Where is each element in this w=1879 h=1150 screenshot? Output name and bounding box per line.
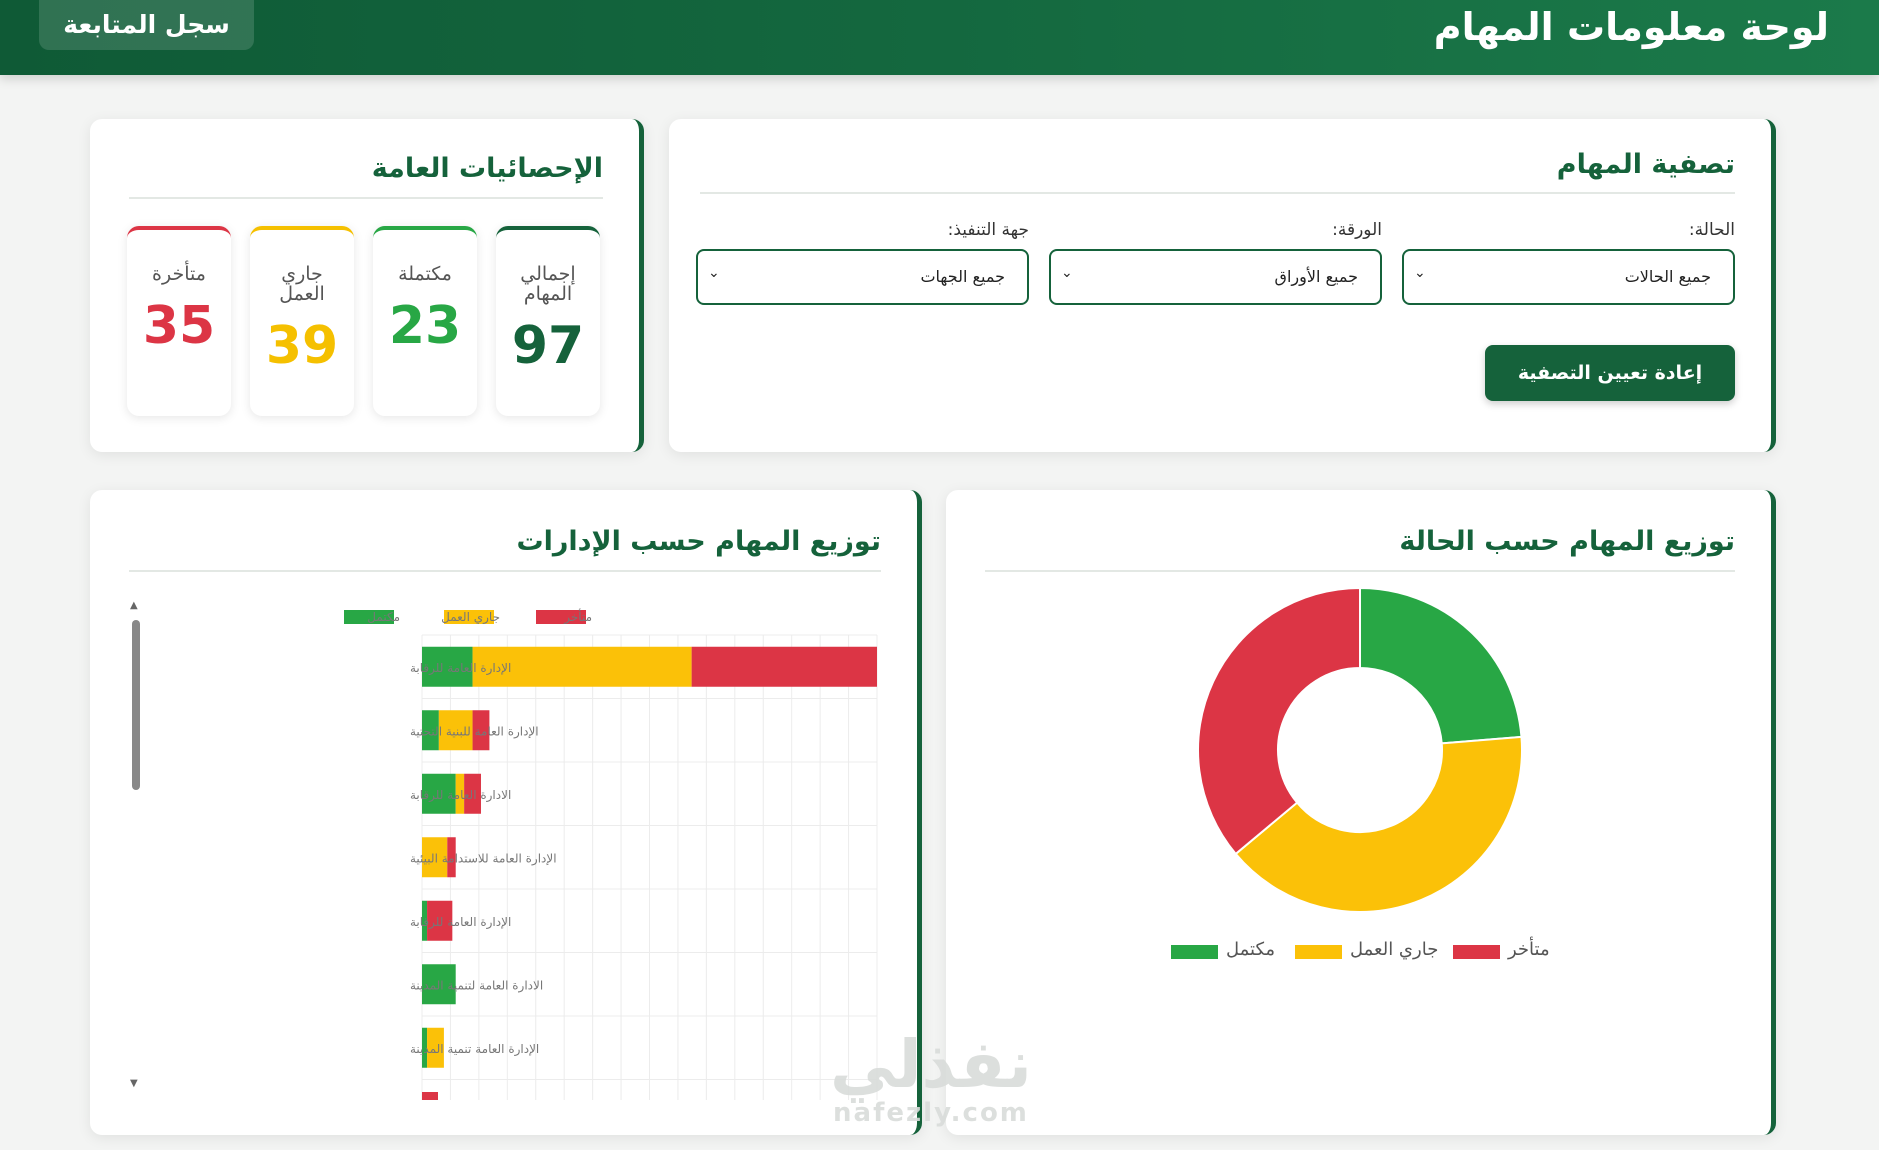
bar-segment <box>422 900 428 941</box>
legend-label: مكتمل <box>367 610 400 624</box>
category-label: الإدارة العامة تنمية المدينة <box>410 1042 539 1057</box>
status-chart-title: توزيع المهام حسب الحالة <box>1399 526 1735 557</box>
page-title: لوحة معلومات المهام <box>1433 5 1829 49</box>
paper-label: الورقة: <box>1332 220 1382 240</box>
category-label: الادارة العامة لتنمية المدينة <box>410 978 543 993</box>
entity-select[interactable]: جميع الجهات ⌄ <box>696 249 1029 305</box>
category-label: الإدارة العامة للبنية التحتية <box>410 724 539 739</box>
stat-late-value: 35 <box>142 296 216 356</box>
legend-swatch <box>344 610 394 624</box>
legend-completed-swatch <box>1171 945 1218 959</box>
bar-segment <box>422 1027 428 1068</box>
status-select-value: جميع الحالات <box>1624 267 1711 286</box>
bar-segment <box>691 646 877 687</box>
category-label: الإدارة العامة للاستدامة البيئية <box>410 851 557 866</box>
bar-segment <box>438 710 473 751</box>
category-label: الإدارة العامة للرقابة <box>410 661 511 676</box>
donut-slice <box>1234 735 1523 913</box>
status-chart-divider <box>985 570 1735 572</box>
dept-chart-divider <box>129 570 881 572</box>
filter-card-title: تصفية المهام <box>1556 149 1735 180</box>
legend-swatch <box>536 610 586 624</box>
category-label: الادارة العامة للرقابة <box>410 788 511 803</box>
bar-segment <box>472 710 490 751</box>
stats-card-title: الإحصائيات العامة <box>371 153 603 184</box>
bar-segment <box>455 773 465 814</box>
stat-total-value: 97 <box>511 316 585 376</box>
bar-segment <box>422 710 439 751</box>
status-label: الحالة: <box>1688 220 1735 240</box>
bar-segment <box>422 646 473 687</box>
paper-select[interactable]: جميع الأوراق ⌄ <box>1049 249 1382 305</box>
scroll-up-arrow[interactable]: ▲ <box>130 600 138 611</box>
stat-in-progress-value: 39 <box>265 316 339 376</box>
category-label: الإدارة العامة للرقابة <box>410 915 511 930</box>
donut-slice <box>1197 586 1361 856</box>
bar-segment <box>447 837 456 878</box>
stat-completed-label: مكتملة <box>398 263 452 285</box>
legend-in-progress-swatch <box>1295 945 1342 959</box>
legend-late-swatch <box>1453 945 1500 959</box>
dept-chart-card: توزيع المهام حسب الإدارات <box>90 490 922 1135</box>
stat-completed-value: 23 <box>388 296 462 356</box>
bar-segment <box>472 646 692 687</box>
donut-slice <box>1359 586 1523 745</box>
bar-segment <box>422 964 456 1005</box>
legend-completed-label: مكتمل <box>1226 939 1276 960</box>
stat-late: متأخرة 35 <box>127 226 231 416</box>
chevron-down-icon: ⌄ <box>708 265 720 281</box>
chart-scrollbar-thumb[interactable] <box>132 620 140 790</box>
chevron-down-icon: ⌄ <box>1061 265 1073 281</box>
legend-swatch <box>444 610 494 624</box>
paper-select-value: جميع الأوراق <box>1274 267 1358 286</box>
bar-segment <box>427 900 453 941</box>
legend-late-label: متأخر <box>1508 939 1550 960</box>
bar-segment <box>422 1092 438 1100</box>
stat-late-label: متأخرة <box>152 263 206 285</box>
entity-select-value: جميع الجهات <box>920 267 1005 286</box>
status-donut-chart <box>1197 586 1523 913</box>
stat-completed: مكتملة 23 <box>373 226 477 416</box>
dept-chart-title: توزيع المهام حسب الإدارات <box>516 526 881 557</box>
dept-bar-chart: مكتمل جاري العمل متأخر الإدارة العامة للرقا… <box>344 608 878 1100</box>
legend-label: جاري العمل <box>441 610 500 625</box>
bar-segment <box>422 837 448 878</box>
stat-in-progress: جاري العمل 39 <box>250 226 354 416</box>
stat-in-progress-label: جاري العمل <box>279 263 325 305</box>
bar-segment <box>464 773 481 814</box>
tracking-log-button[interactable]: سجل المتابعة <box>39 0 254 50</box>
stat-total: إجمالي المهام 97 <box>496 226 600 416</box>
legend-label: متأخر <box>563 608 592 625</box>
top-bar: لوحة معلومات المهام سجل المتابعة <box>0 0 1879 75</box>
reset-filter-button[interactable]: إعادة تعيين التصفية <box>1485 345 1735 401</box>
scroll-down-arrow[interactable]: ▼ <box>130 1078 138 1089</box>
filter-divider <box>700 192 1735 194</box>
stats-divider <box>129 197 603 199</box>
chevron-down-icon: ⌄ <box>1414 265 1426 281</box>
bar-segment <box>422 773 456 814</box>
status-select[interactable]: جميع الحالات ⌄ <box>1402 249 1735 305</box>
legend-in-progress-label: جاري العمل <box>1350 939 1439 960</box>
filter-card: تصفية المهام الحالة: جميع الحالات ⌄ الور… <box>669 119 1776 452</box>
watermark-logo: نفذلي nafezly.com <box>830 1026 1032 1128</box>
bar-segment <box>427 1027 444 1068</box>
stat-total-label: إجمالي المهام <box>520 263 576 305</box>
entity-label: جهة التنفيذ: <box>947 220 1029 240</box>
